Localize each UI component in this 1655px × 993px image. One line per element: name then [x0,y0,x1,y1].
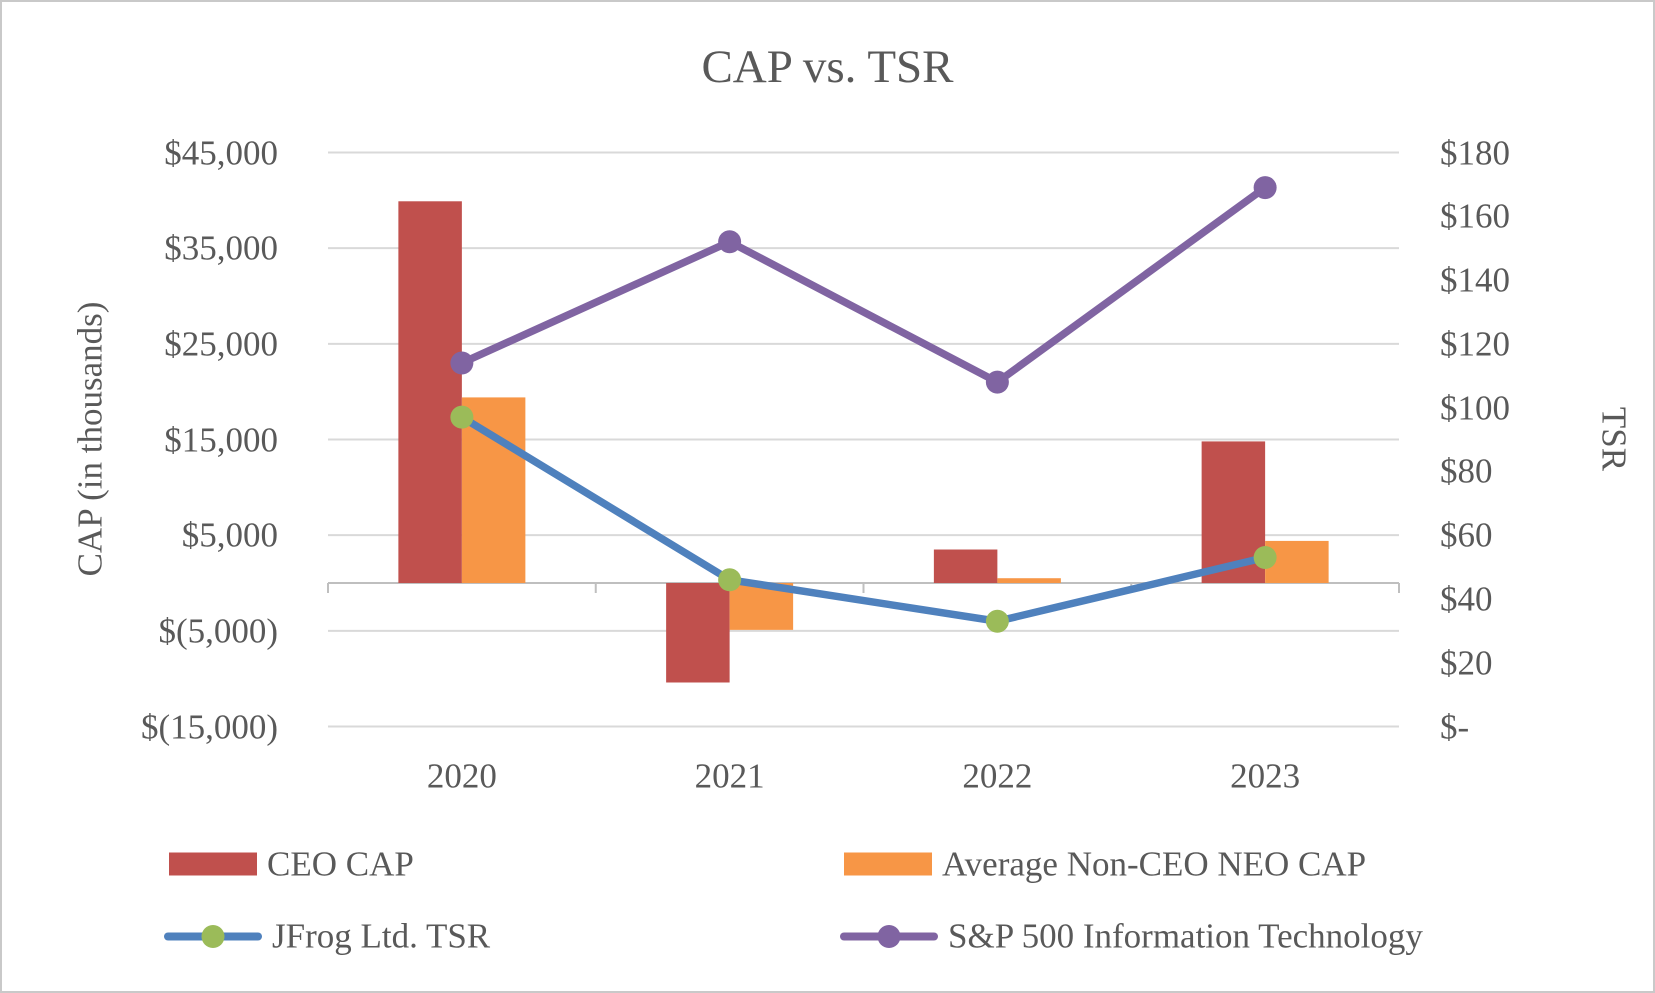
y-axis-title: CAP (in thousands) [70,301,110,577]
marker-s-p-500-information-technology [718,230,742,254]
marker-jfrog-ltd-tsr [718,568,742,592]
y2-axis-tick-label: $60 [1440,515,1493,555]
marker-s-p-500-information-technology [1253,176,1277,200]
x-axis-tick-label: 2023 [1230,756,1301,796]
legend-marker-jfrog-tsr [201,924,225,948]
legend-line-sample-jfrog-tsr [164,924,262,948]
legend-label-jfrog-tsr: JFrog Ltd. TSR [272,916,491,956]
y2-axis-tick-label: $80 [1440,451,1493,491]
y2-axis-tick-label: $100 [1440,388,1510,428]
x-axis-tick-label: 2021 [694,756,765,796]
x-axis-tick-label: 2020 [426,756,497,796]
line-jfrog-ltd-tsr [458,413,1269,626]
legend-item-avg-non-ceo-neo-cap: Average Non-CEO NEO CAP [844,847,1366,882]
legend-marker-sp500-it [877,924,901,948]
legend-item-jfrog-tsr: JFrog Ltd. TSR [164,919,490,954]
y2-axis-tick-label: $140 [1440,260,1510,300]
marker-jfrog-ltd-tsr [985,609,1009,633]
line-s-p-500-information-technology [458,183,1269,386]
y-axis-tick-label: $15,000 [164,420,278,459]
x-axis-tick-label: 2022 [962,756,1033,796]
y-axis-tick-label: $(5,000) [158,611,278,651]
y-axis-tick-label: $25,000 [164,324,278,364]
y2-axis-tick-label: $180 [1440,133,1510,172]
marker-s-p-500-information-technology [985,370,1009,394]
y-axis-tick-label: $(15,000) [140,707,278,746]
y-axis-tick-label: $5,000 [181,515,278,555]
legend-label-avg-non-ceo-neo-cap: Average Non-CEO NEO CAP [942,844,1367,884]
marker-jfrog-ltd-tsr [450,405,474,429]
y-axis-tick-label: $45,000 [164,133,278,172]
y2-axis-tick-label: $120 [1440,324,1510,364]
legend-item-ceo-cap: CEO CAP [169,847,414,882]
legend-label-sp500-it: S&P 500 Information Technology [948,916,1423,956]
y2-axis-tick-label: $- [1440,707,1470,746]
legend-swatch-avg-non-ceo-neo-cap [844,852,932,876]
legend-swatch-ceo-cap [169,852,257,876]
marker-s-p-500-information-technology [450,351,474,375]
y2-axis-title: TSR [1594,406,1634,472]
legend-label-ceo-cap: CEO CAP [267,844,414,884]
bar-average-non-ceo-neo-cap [461,397,526,583]
y2-axis-tick-label: $20 [1440,643,1493,683]
legend-line-sample-sp500-it [840,924,938,948]
y2-axis-tick-label: $160 [1440,196,1510,236]
bar-ceo-cap [933,549,998,583]
marker-jfrog-ltd-tsr [1253,545,1277,569]
y2-axis-tick-label: $40 [1440,579,1493,619]
chart-title: CAP vs. TSR [701,41,954,93]
bar-ceo-cap [398,201,462,584]
legend-item-sp500-it: S&P 500 Information Technology [840,919,1423,954]
y-axis-tick-label: $35,000 [164,228,278,268]
bar-average-non-ceo-neo-cap [997,578,1061,583]
bar-ceo-cap [666,583,730,683]
